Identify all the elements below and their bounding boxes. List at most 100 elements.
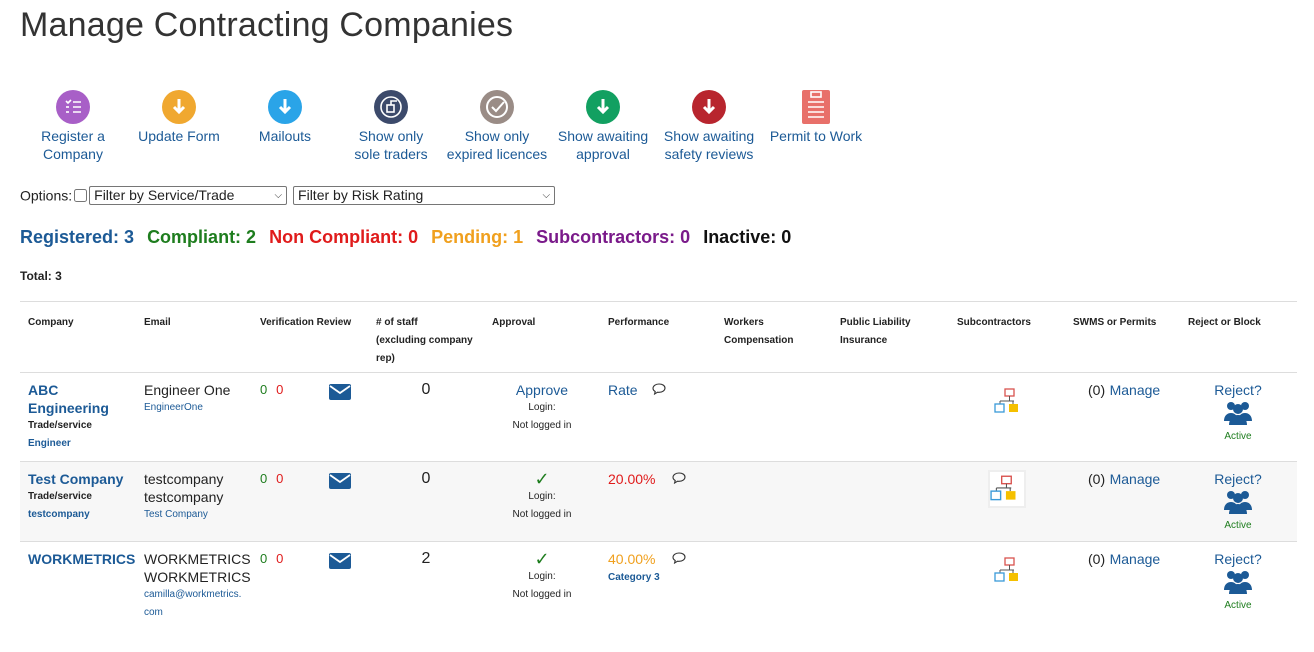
reject-link[interactable]: Reject?	[1214, 551, 1262, 567]
options-checkbox[interactable]	[74, 189, 88, 202]
service-trade-filter[interactable]: Filter by Service/Trade ⌵	[89, 186, 288, 205]
options-label: Options:	[20, 187, 73, 204]
rate-link[interactable]: Rate	[608, 382, 638, 398]
trade-label: Trade/service	[28, 491, 92, 502]
staff-count[interactable]: 2	[421, 550, 431, 567]
login-status: Not logged in	[512, 509, 572, 520]
swms-count: (0)	[1088, 471, 1106, 487]
registered-count[interactable]: Registered: 3	[20, 227, 135, 247]
company-name-link[interactable]: WORKMETRICS	[28, 551, 136, 567]
comment-icon[interactable]	[652, 382, 666, 399]
status-badge: Active	[1224, 431, 1252, 442]
approved-check-icon: ✓	[534, 549, 550, 569]
company-name-link[interactable]: ABC Engineering	[28, 382, 109, 416]
manage-link[interactable]: Manage	[1109, 382, 1161, 398]
risk-category-link[interactable]: Category 3	[608, 572, 660, 583]
show-awaiting-safety-reviews-button[interactable]: Show awaiting safety reviews	[654, 90, 764, 163]
page-title: Manage Contracting Companies	[20, 6, 514, 44]
approval-cell: Approve Login: Not logged in	[492, 381, 592, 435]
register-company-label: Register a Company	[41, 128, 105, 162]
show-awaiting-approval-button[interactable]: Show awaiting approval	[548, 90, 658, 163]
show-sole-traders-button[interactable]: Show only sole traders	[336, 90, 446, 163]
header-workers-compensation[interactable]: Workers Compensation	[724, 317, 794, 346]
compliant-count[interactable]: Compliant: 2	[147, 227, 257, 247]
performance-score[interactable]: 40.00%	[608, 551, 656, 567]
company-name-link[interactable]: Test Company	[28, 471, 124, 487]
show-sole-traders-label: Show only sole traders	[354, 128, 428, 162]
chevron-down-icon: ⌵	[542, 190, 551, 201]
header-swms[interactable]: SWMS or Permits	[1073, 317, 1157, 328]
header-verification[interactable]: Verification Review	[260, 317, 352, 328]
login-label: Login:	[528, 571, 556, 582]
trade-value[interactable]: Engineer	[28, 438, 71, 449]
header-performance[interactable]: Performance	[608, 317, 670, 328]
update-form-button[interactable]: Update Form	[124, 90, 234, 145]
contact-name-2: testcompany	[144, 489, 224, 505]
table-header: Company Email Verification Review # of s…	[20, 302, 1297, 373]
header-public-liability[interactable]: Public Liability Insurance	[840, 317, 911, 346]
staff-count[interactable]: 0	[421, 470, 431, 487]
mailouts-label: Mailouts	[258, 128, 312, 144]
mailouts-button[interactable]: Mailouts	[230, 90, 340, 145]
contact-name: WORKMETRICS	[144, 551, 251, 567]
subcontractor-tree-icon[interactable]	[990, 472, 1024, 506]
email-link[interactable]: camilla@workmetrics. com	[144, 589, 242, 618]
trade-label: Trade/service	[28, 420, 92, 431]
contact-name: testcompany	[144, 471, 224, 487]
performance-score[interactable]: 20.00%	[608, 471, 656, 487]
staff-count[interactable]: 0	[421, 381, 431, 398]
users-group-icon[interactable]	[1208, 488, 1268, 519]
envelope-icon[interactable]	[329, 553, 351, 574]
download-arrow-icon	[268, 90, 302, 124]
approve-link[interactable]: Approve	[515, 382, 569, 398]
reject-link[interactable]: Reject?	[1214, 382, 1262, 398]
table-row: WORKMETRICS WORKMETRICS WORKMETRICS cami…	[20, 542, 1297, 627]
show-expired-licences-button[interactable]: Show only expired licences	[442, 90, 552, 163]
subcontractors-count[interactable]: Subcontractors: 0	[536, 227, 691, 247]
download-arrow-icon	[586, 90, 620, 124]
header-staff[interactable]: # of staff (excluding company rep)	[376, 317, 473, 364]
users-group-icon[interactable]	[1208, 399, 1268, 430]
header-subcontractors[interactable]: Subcontractors	[957, 317, 1031, 328]
performance-cell: Rate	[608, 381, 666, 400]
comment-icon[interactable]	[672, 551, 686, 568]
subcontractor-tree-icon[interactable]	[994, 387, 1026, 419]
clipboard-icon	[802, 90, 830, 124]
risk-rating-filter[interactable]: Filter by Risk Rating ⌵	[293, 186, 556, 205]
total-count: Total: 3	[20, 269, 62, 283]
email-link[interactable]: Test Company	[144, 509, 208, 520]
permit-to-work-label: Permit to Work	[769, 128, 863, 144]
inactive-count[interactable]: Inactive: 0	[703, 227, 792, 247]
reject-cell: Reject? Active	[1208, 550, 1268, 613]
permit-to-work-button[interactable]: Permit to Work	[761, 90, 871, 145]
verification-green-count: 0	[260, 471, 268, 486]
options-bar: Options: Filter by Service/Trade ⌵ Filter …	[20, 186, 556, 205]
trade-value[interactable]: testcompany	[28, 509, 90, 520]
envelope-icon[interactable]	[329, 473, 351, 494]
swms-cell: (0) Manage	[1088, 470, 1160, 489]
header-email[interactable]: Email	[144, 317, 171, 328]
pending-count[interactable]: Pending: 1	[431, 227, 524, 247]
non-compliant-count[interactable]: Non Compliant: 0	[269, 227, 419, 247]
manage-link[interactable]: Manage	[1109, 551, 1161, 567]
contact-name-2: WORKMETRICS	[144, 569, 251, 585]
swms-count: (0)	[1088, 382, 1106, 398]
email-link[interactable]: EngineerOne	[144, 402, 203, 413]
comment-icon[interactable]	[672, 471, 686, 488]
subcontractor-tree-icon[interactable]	[994, 556, 1026, 588]
manage-link[interactable]: Manage	[1109, 471, 1161, 487]
performance-cell: 40.00% Category 3	[608, 550, 686, 587]
header-company[interactable]: Company	[28, 317, 74, 328]
toolbar: Register a Company Update Form Mailouts S…	[30, 90, 890, 170]
reject-link[interactable]: Reject?	[1214, 471, 1262, 487]
header-approval[interactable]: Approval	[492, 317, 536, 328]
register-company-button[interactable]: Register a Company	[18, 90, 128, 163]
envelope-icon[interactable]	[329, 384, 351, 405]
verification-red-count: 0	[276, 551, 284, 566]
chevron-down-icon: ⌵	[274, 190, 283, 201]
users-group-icon[interactable]	[1208, 568, 1268, 599]
header-reject[interactable]: Reject or Block	[1188, 317, 1261, 328]
swms-count: (0)	[1088, 551, 1106, 567]
company-cell: WORKMETRICS	[28, 550, 135, 568]
login-status: Not logged in	[512, 589, 572, 600]
